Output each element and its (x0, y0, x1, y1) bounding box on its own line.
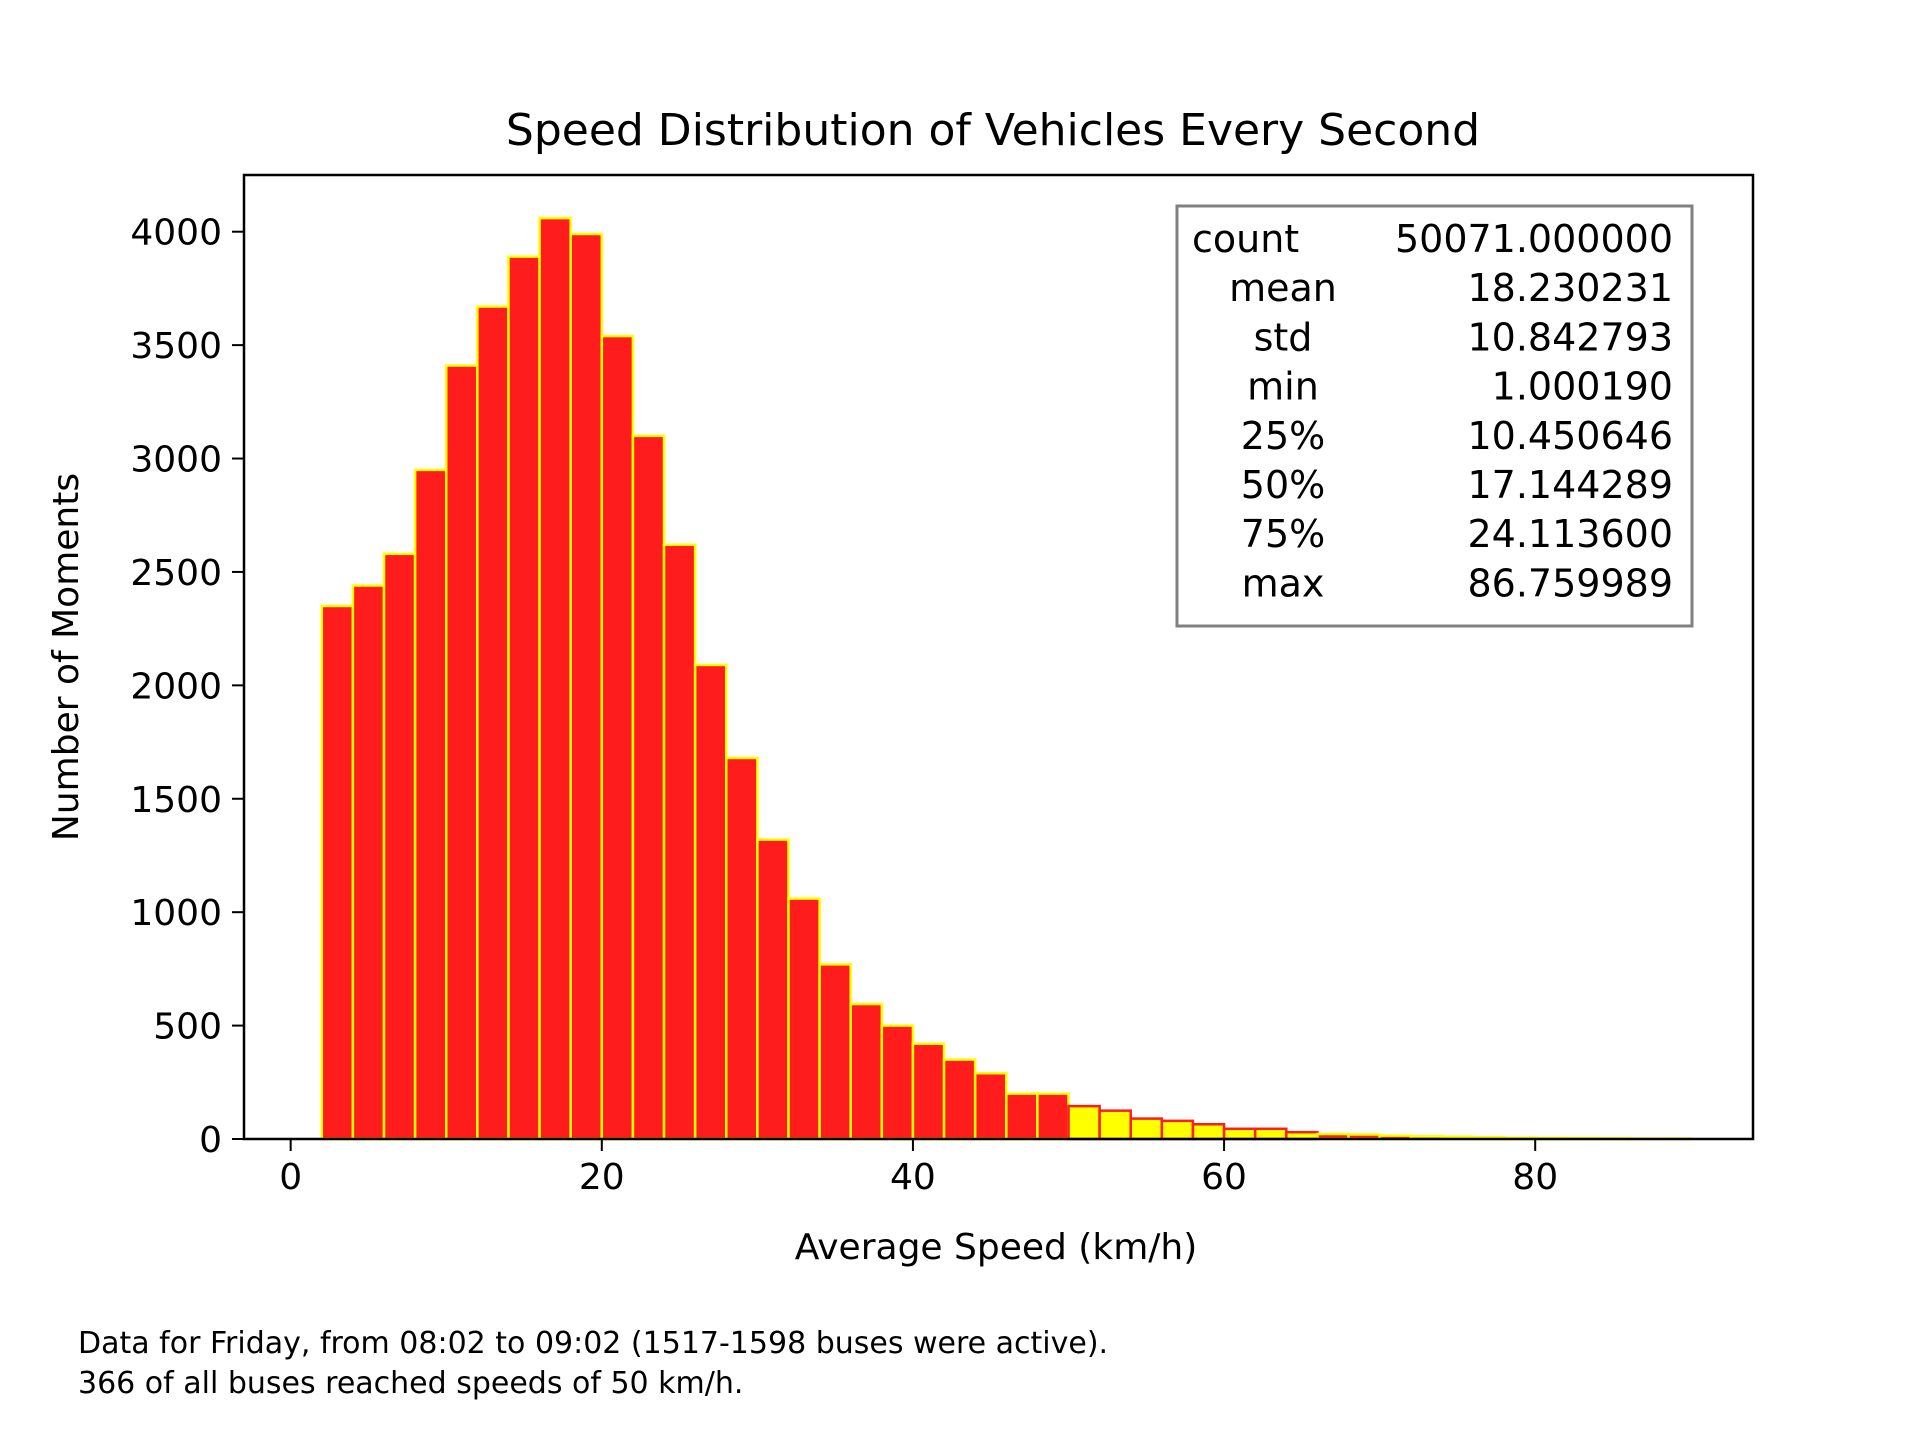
plot-frame (242, 173, 1755, 1141)
histogram-bar (1160, 1119, 1195, 1141)
stats-value: 1.000190 (1492, 365, 1673, 409)
histogram-bar (911, 1042, 946, 1141)
y-axis-label: Number of Moments (46, 473, 87, 841)
histogram-bar (320, 604, 355, 1141)
x-tick-label: 0 (279, 1157, 302, 1198)
stats-box-frame (1175, 204, 1694, 628)
histogram-bar (351, 584, 386, 1141)
histogram-bar (849, 1002, 884, 1141)
histogram-bar (756, 838, 790, 1141)
histogram-bar (787, 897, 821, 1141)
histogram-bar (600, 334, 635, 1141)
chart-title: Speed Distribution of Vehicles Every Sec… (506, 105, 1480, 156)
bars-layer (320, 216, 1693, 1141)
stats-value: 17.144289 (1468, 463, 1674, 507)
y-tick-label: 4000 (130, 213, 222, 254)
y-tick-label: 1500 (130, 780, 222, 821)
y-tick-label: 2000 (130, 666, 222, 707)
stats-value: 18.230231 (1468, 266, 1674, 310)
x-tick-label: 20 (579, 1157, 625, 1198)
stats-label: max (1242, 561, 1325, 605)
histogram-bar (1036, 1092, 1070, 1141)
histogram-bar (880, 1024, 915, 1141)
stats-label: mean (1229, 266, 1337, 310)
stats-rows: count 50071.000000 mean 18.230231 std 10.8427… (1192, 217, 1673, 605)
histogram-bar (693, 663, 728, 1141)
histogram-bar (942, 1058, 977, 1141)
histogram-bar (538, 216, 572, 1141)
histogram-bar (973, 1071, 1008, 1141)
y-axis-ticks: 0 500 1000 1500 2000 2500 3000 3500 4000 (130, 213, 244, 1161)
histogram-bar (818, 963, 852, 1141)
stats-label: 50% (1241, 463, 1325, 507)
histogram-bar (725, 756, 759, 1141)
y-tick-label: 500 (153, 1007, 222, 1048)
y-tick-label: 3500 (130, 326, 222, 367)
stats-box: count 50071.000000 mean 18.230231 std 10.8427… (1175, 204, 1694, 628)
y-tick-label: 2500 (130, 553, 222, 594)
y-tick-label: 1000 (130, 893, 222, 934)
caption-line-2: 366 of all buses reached speeds of 50 km… (78, 1366, 744, 1401)
y-tick-label: 3000 (130, 440, 222, 481)
stats-value: 10.450646 (1468, 414, 1674, 458)
histogram-bar (507, 255, 541, 1141)
x-axis-label: Average Speed (km/h) (795, 1227, 1198, 1268)
stats-value: 10.842793 (1468, 315, 1674, 359)
x-tick-label: 60 (1201, 1157, 1247, 1198)
histogram-bar (1129, 1117, 1164, 1141)
histogram-bar (569, 232, 604, 1141)
x-tick-label: 80 (1512, 1157, 1558, 1198)
stats-label: 25% (1241, 414, 1325, 458)
stats-value: 24.113600 (1468, 512, 1674, 556)
x-axis-ticks: 0 20 40 60 80 (279, 1139, 1558, 1198)
x-tick-label: 40 (890, 1157, 936, 1198)
histogram-bar (1191, 1123, 1226, 1141)
histogram-bar (662, 543, 697, 1141)
histogram-bar (631, 434, 666, 1141)
histogram-bar (444, 364, 479, 1141)
histogram-bar (1098, 1109, 1132, 1141)
stats-value: 50071.000000 (1395, 217, 1673, 261)
histogram-bar (1067, 1104, 1101, 1141)
caption-line-1: Data for Friday, from 08:02 to 09:02 (15… (78, 1326, 1109, 1361)
stats-label: count (1192, 217, 1299, 261)
histogram-bar (476, 305, 510, 1141)
histogram-bar (1005, 1092, 1039, 1141)
stats-label: min (1247, 365, 1319, 409)
histogram-bar (413, 468, 448, 1141)
stats-value: 86.759989 (1468, 561, 1674, 605)
histogram-bar (1253, 1127, 1288, 1141)
histogram-bar (1222, 1127, 1257, 1141)
histogram-bar (382, 552, 417, 1141)
stats-label: std (1254, 315, 1313, 359)
stats-label: 75% (1241, 512, 1325, 556)
y-tick-label: 0 (199, 1120, 222, 1161)
